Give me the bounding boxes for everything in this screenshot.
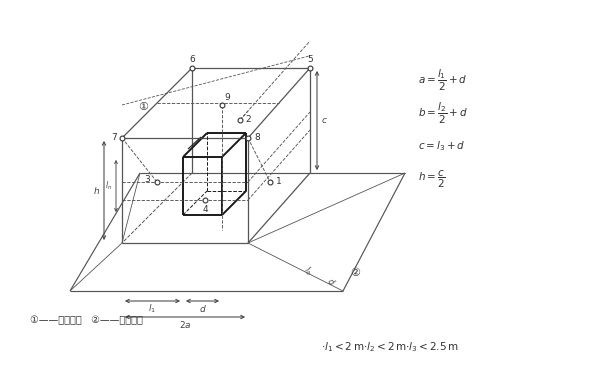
Text: $\cdot l_1<2\,\mathrm{m}$$\cdot l_2<2\,\mathrm{m}$$\cdot l_3<2.5\,\mathrm{m}$: $\cdot l_1<2\,\mathrm{m}$$\cdot l_2<2\,\… (321, 340, 459, 354)
Text: $h$: $h$ (94, 185, 101, 196)
Text: ①: ① (138, 102, 148, 112)
Text: $l_1$: $l_1$ (148, 303, 157, 315)
Text: $c$: $c$ (320, 116, 328, 125)
Text: 5: 5 (307, 56, 313, 64)
Text: 6: 6 (189, 56, 195, 64)
Text: ①——发动机侧   ②——发电机侧: ①——发动机侧 ②——发电机侧 (30, 315, 143, 325)
Text: $b=\dfrac{l_2}{2}+d$: $b=\dfrac{l_2}{2}+d$ (418, 100, 468, 126)
Text: $c=l_3+d$: $c=l_3+d$ (418, 139, 466, 153)
Text: $l_n$: $l_n$ (106, 180, 113, 192)
Text: 3: 3 (144, 176, 150, 184)
Text: 2: 2 (245, 116, 251, 124)
Text: 9: 9 (224, 93, 230, 102)
Text: 7: 7 (111, 134, 117, 142)
Text: $a=\dfrac{l_1}{2}+d$: $a=\dfrac{l_1}{2}+d$ (418, 68, 467, 93)
Text: ②: ② (350, 268, 360, 278)
Text: $d$: $d$ (325, 274, 337, 288)
Text: 8: 8 (254, 134, 260, 142)
Text: $h=\dfrac{c}{2}$: $h=\dfrac{c}{2}$ (418, 168, 446, 190)
Text: $l_b$: $l_b$ (301, 264, 315, 278)
Text: 4: 4 (202, 204, 208, 213)
Text: $2a$: $2a$ (179, 320, 191, 330)
Text: 1: 1 (276, 177, 282, 186)
Text: $d$: $d$ (199, 303, 206, 315)
